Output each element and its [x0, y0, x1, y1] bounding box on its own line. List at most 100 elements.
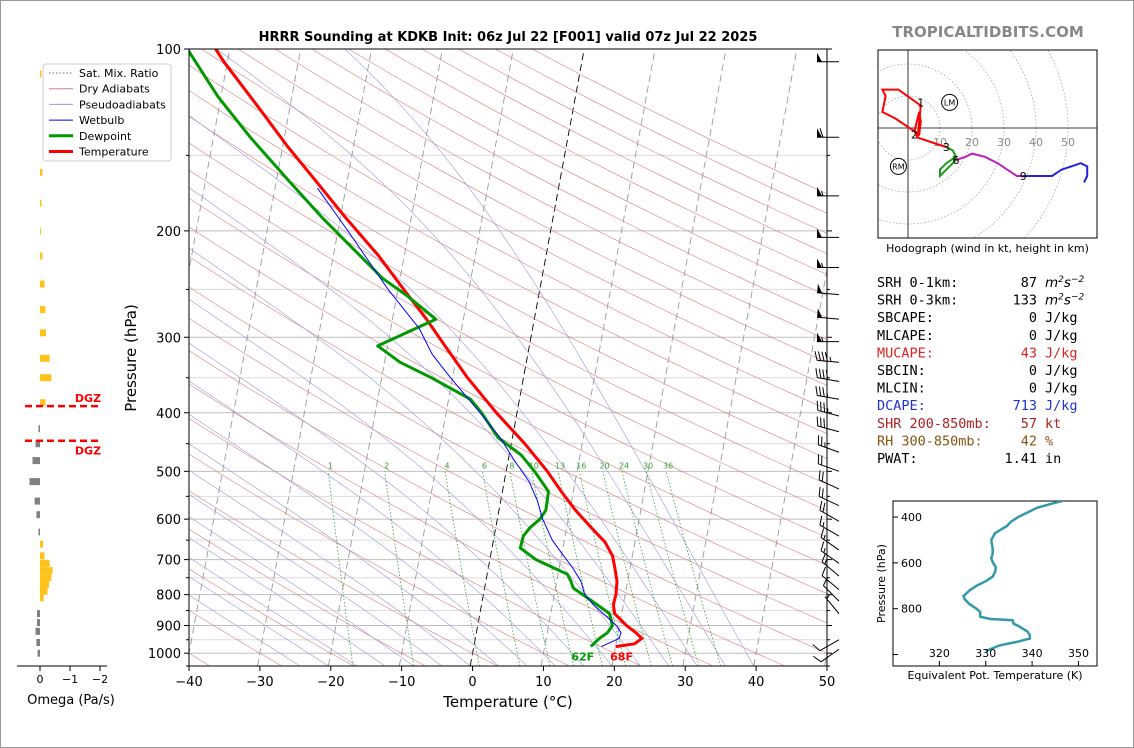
barb-full	[819, 500, 823, 511]
hodograph-ring-label: 40	[1029, 136, 1043, 149]
barb-full	[820, 401, 822, 412]
mixing-ratio-label: 16	[576, 461, 586, 470]
stat-row: RH 300-850mb: 42%	[877, 433, 1053, 449]
y-tick-label: 400	[156, 407, 181, 422]
barb-full	[819, 515, 823, 526]
omega-bar	[40, 199, 42, 207]
dry-adiabat	[189, 418, 642, 666]
barb-staff	[817, 316, 840, 320]
isotherm	[257, 49, 373, 666]
omega-bar	[37, 649, 40, 657]
hodograph-ring-label: 50	[1061, 136, 1075, 149]
y-tick-label: 1000	[148, 647, 181, 662]
isotherm	[540, 49, 656, 666]
barb-full	[820, 541, 825, 551]
mixing-ratio-label: 2	[384, 461, 389, 470]
wind-barb	[822, 576, 840, 602]
theta-e-panel: 320 330 340 350 400 600 800 Equivalent Pot. Tem…	[875, 500, 1098, 682]
theta-e-x-tick-label: 350	[1068, 647, 1089, 660]
hodograph-height-label: 6	[953, 154, 960, 167]
storm-motion-rm	[889, 157, 907, 175]
wind-barb	[817, 228, 839, 238]
wind-barb	[819, 500, 840, 522]
y-tick-label: 100	[156, 43, 181, 58]
omega-bar	[40, 559, 50, 567]
stat-value: 713	[1013, 398, 1037, 414]
stat-value: 0	[1029, 381, 1037, 397]
pseudoadiabat	[189, 443, 499, 666]
stat-row: SRH 0-1km: 87 m2s−2	[877, 275, 1084, 291]
x-tick-label: 10	[535, 675, 552, 690]
omega-bar	[29, 478, 40, 486]
legend-entry: Temperature	[78, 146, 149, 159]
legend-box	[42, 63, 172, 162]
barb-staff	[817, 425, 840, 433]
wind-barb	[813, 648, 840, 663]
barb-staff	[817, 292, 840, 296]
omega-bar	[40, 399, 46, 407]
theta-e-x-tick-label: 330	[975, 647, 996, 660]
barb-flag	[817, 186, 822, 196]
dry-adiabat	[274, 49, 827, 340]
barb-full	[818, 368, 822, 379]
omega-bar	[32, 457, 40, 465]
omega-bar	[37, 619, 40, 627]
stat-row: SHR 200-850mb: 57 kt	[877, 416, 1061, 432]
chart-title: HRRR Sounding at KDKB Init: 06z Jul 22 […	[259, 30, 758, 45]
omega-bar	[40, 581, 49, 589]
barb-half	[823, 534, 826, 540]
barb-half	[822, 522, 825, 527]
stat-unit: J/kg	[1045, 398, 1078, 414]
barb-full	[823, 402, 825, 413]
dry-adiabat	[189, 568, 354, 666]
pseudoadiabat	[189, 537, 386, 666]
stat-label: MLCIN:	[877, 381, 926, 397]
barb-full	[823, 418, 825, 428]
barb-half	[824, 559, 828, 565]
isotherm	[189, 49, 231, 273]
pseudoadiabat	[189, 247, 641, 666]
x-tick-label: −30	[246, 675, 273, 690]
omega-bar	[40, 374, 52, 382]
omega-bar	[40, 280, 45, 288]
x-tick-label: 50	[819, 675, 836, 690]
omega-bar	[38, 528, 40, 536]
wind-barb	[820, 528, 840, 551]
barb-full	[815, 386, 818, 396]
omega-bar	[40, 587, 48, 595]
x-tick-label: 30	[677, 675, 694, 690]
hodograph-height-label: 9	[1020, 170, 1027, 183]
stat-label: SBCIN:	[877, 363, 926, 379]
stat-value: 0	[1029, 363, 1037, 379]
mixing-ratio-label: 36	[663, 461, 673, 470]
pseudoadiabat	[189, 413, 528, 666]
dry-adiabat	[189, 116, 827, 459]
pseudoadiabat	[189, 342, 584, 666]
stat-unit: J/kg	[1045, 345, 1078, 361]
omega-bar	[40, 329, 46, 337]
hodograph-trace-magenta	[955, 152, 1024, 177]
omega-tick-label: −1	[62, 673, 78, 686]
wind-barbs	[812, 46, 840, 663]
surface-dewpoint-label: 62F	[571, 651, 594, 664]
hodograph-height-label: 1	[917, 96, 924, 109]
hodograph-trace-red	[880, 88, 947, 149]
barb-full	[814, 351, 818, 361]
skew-t-plot: 1 2 4 6 8 10 13 16 20 24 30 36 62F 68F −40 −30 −20 −10 0…	[42, 43, 836, 711]
mixing-ratio-label: 30	[643, 461, 653, 470]
dry-adiabat	[189, 317, 827, 654]
x-tick-label: −10	[388, 675, 415, 690]
barb-half	[829, 356, 832, 362]
barb-staff	[817, 409, 840, 417]
barb-full	[824, 351, 828, 362]
mixing-ratio-line	[384, 471, 415, 666]
temperature-curve	[214, 49, 644, 649]
isotherm	[753, 267, 827, 666]
omega-bar	[36, 639, 40, 646]
omega-bar	[40, 168, 43, 176]
barb-staff	[821, 575, 840, 591]
x-tick-label: −20	[317, 675, 344, 690]
